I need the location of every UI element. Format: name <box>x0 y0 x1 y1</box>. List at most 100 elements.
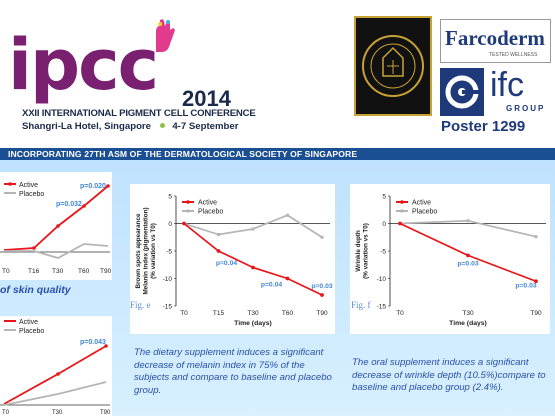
conference-title: XXII INTERNATIONAL PIGMENT CELL CONFEREN… <box>22 108 256 119</box>
x-tick-label: T30 <box>462 310 474 317</box>
data-point-placebo <box>466 219 470 223</box>
wrinkle-depth-chart: 5 0 -5 -10 -15 T0 T30 T90 Time (days) Wrinkle dep… <box>355 194 546 327</box>
x-tick-label: T90 <box>100 410 111 416</box>
legend: Active Placebo <box>4 319 44 335</box>
pvalue-label: p=0.03 <box>311 283 333 290</box>
x-tick-label: T30 <box>52 410 63 416</box>
y-tick-label: 0 <box>168 221 172 228</box>
venue-line: Shangri-La Hotel, Singapore 4-7 Septembe… <box>22 121 238 132</box>
y-axis-label: (% variation vs T0) <box>150 223 157 279</box>
y-tick-label: -10 <box>163 276 173 283</box>
legend-label-placebo: Placebo <box>412 209 437 216</box>
fig-e-label: Fig. e <box>130 300 151 310</box>
x-tick-label: T60 <box>78 268 90 275</box>
data-point-placebo <box>251 227 255 231</box>
pvalue-label: p=0.04 <box>216 260 238 267</box>
y-tick-label: 5 <box>168 194 172 201</box>
x-tick-label: T90 <box>530 310 542 317</box>
x-tick-label: T16 <box>28 268 40 275</box>
caption-fig-f: The oral supplement induces a significan… <box>352 357 546 393</box>
ifc-logo: ifc GROUP <box>440 66 551 116</box>
data-point-placebo <box>217 233 220 236</box>
legend-label-active: Active <box>198 200 217 207</box>
data-point-placebo <box>534 235 538 239</box>
y-tick-label: 5 <box>382 194 386 201</box>
series-line-placebo <box>4 243 109 259</box>
x-tick-label: T30 <box>247 310 259 317</box>
ifc-text: ifc <box>490 66 524 104</box>
left-chart-top: Active Placebo p=0.032 p=0.020 T0 T16 T3… <box>0 172 112 280</box>
legend-marker <box>186 209 190 213</box>
melanin-index-chart: 5 0 -5 -10 -15 T0 T15 T30 T60 T90 Time (days) Brown… <box>135 194 333 328</box>
caption-fig-e: The dietary supplement induces a signifi… <box>134 347 332 396</box>
y-axis-label: Brown spots appearance <box>135 213 142 288</box>
legend: Active Placebo <box>4 182 44 198</box>
series-line-placebo <box>183 214 323 238</box>
bullet-icon <box>159 123 165 128</box>
data-point-active <box>320 293 324 297</box>
x-tick-label: T0 <box>2 410 10 416</box>
dates: 4-7 September <box>172 121 239 132</box>
university-crest-logo <box>354 16 432 116</box>
x-tick-label: T0 <box>180 310 188 317</box>
series-line-active <box>183 222 323 296</box>
legend-marker <box>400 209 404 213</box>
legend-label-active: Active <box>19 319 38 326</box>
poster-number: Poster 1299 <box>441 118 526 135</box>
y-axis-label: Wrinkle depth <box>355 230 362 272</box>
y-tick-label: 0 <box>382 221 386 228</box>
data-point-placebo <box>320 235 324 239</box>
legend-label-placebo: Placebo <box>19 191 44 198</box>
ifc-emblem-icon <box>440 68 484 116</box>
y-axis-label: Melanin index (pigmentation) <box>143 207 150 294</box>
x-axis-label: Time (days) <box>449 320 487 327</box>
x-tick-label: T0 <box>2 268 10 275</box>
banner-text: INCORPORATING 27TH ASM OF THE DERMATOLOG… <box>8 149 358 159</box>
data-point <box>56 372 60 376</box>
pvalue-label: p=0.03 <box>515 282 537 289</box>
legend-marker <box>186 200 190 204</box>
hand-logo-icon <box>148 18 178 52</box>
data-point-active <box>534 279 538 284</box>
data-point-active <box>182 221 186 226</box>
left-caption-fragment: of skin quality <box>0 284 71 296</box>
y-tick-label: -15 <box>377 304 387 311</box>
y-tick-label: -5 <box>166 249 172 256</box>
x-tick-label: T30 <box>52 268 64 275</box>
x-tick-label: T60 <box>282 310 294 317</box>
chart-f-card: 5 0 -5 -10 -15 T0 T30 T90 Time (days) Wrinkle dep… <box>350 184 550 334</box>
legend-label-placebo: Placebo <box>19 328 44 335</box>
y-axis-label: (% variation vs T0) <box>363 223 370 279</box>
x-tick-label: T90 <box>316 310 328 317</box>
chart-e-card: 5 0 -5 -10 -15 T0 T15 T30 T60 T90 Time (days) Brown… <box>130 184 335 334</box>
data-point <box>104 344 108 348</box>
data-point-active <box>251 265 255 270</box>
legend-label-placebo: Placebo <box>198 209 223 216</box>
farcoderm-tagline: TESTED WELLNESS <box>489 52 538 58</box>
banner: INCORPORATING 27TH ASM OF THE DERMATOLOG… <box>0 148 555 160</box>
venue: Shangri-La Hotel, Singapore <box>22 121 151 132</box>
year: 2014 <box>182 86 231 111</box>
pvalue-label: p=0.04 <box>261 282 283 289</box>
y-tick-label: -5 <box>380 249 386 256</box>
legend-label-active: Active <box>412 200 431 207</box>
data-point <box>56 224 60 228</box>
data-point <box>106 184 110 188</box>
left-chart-bottom: Active Placebo p=0.043 T0 T30 T90 <box>0 316 112 416</box>
y-tick-label: -15 <box>163 304 173 311</box>
farcoderm-text: Farcoderm <box>445 26 545 50</box>
y-tick-label: -10 <box>377 276 387 283</box>
farcoderm-logo: Farcoderm TESTED WELLNESS <box>440 19 551 63</box>
data-point-active <box>216 249 221 253</box>
legend-marker <box>400 200 404 204</box>
x-tick-label: T15 <box>213 310 225 317</box>
data-point <box>32 246 36 250</box>
fig-f-label: Fig. f <box>351 300 371 310</box>
series-line-placebo <box>3 381 107 406</box>
data-point-active <box>398 221 402 226</box>
x-axis-label: Time (days) <box>234 320 272 327</box>
x-tick-label: T0 <box>396 310 404 317</box>
legend-label-active: Active <box>19 182 38 189</box>
ifc-group-text: GROUP <box>506 104 546 113</box>
pvalue-label: p=0.03 <box>457 260 479 267</box>
